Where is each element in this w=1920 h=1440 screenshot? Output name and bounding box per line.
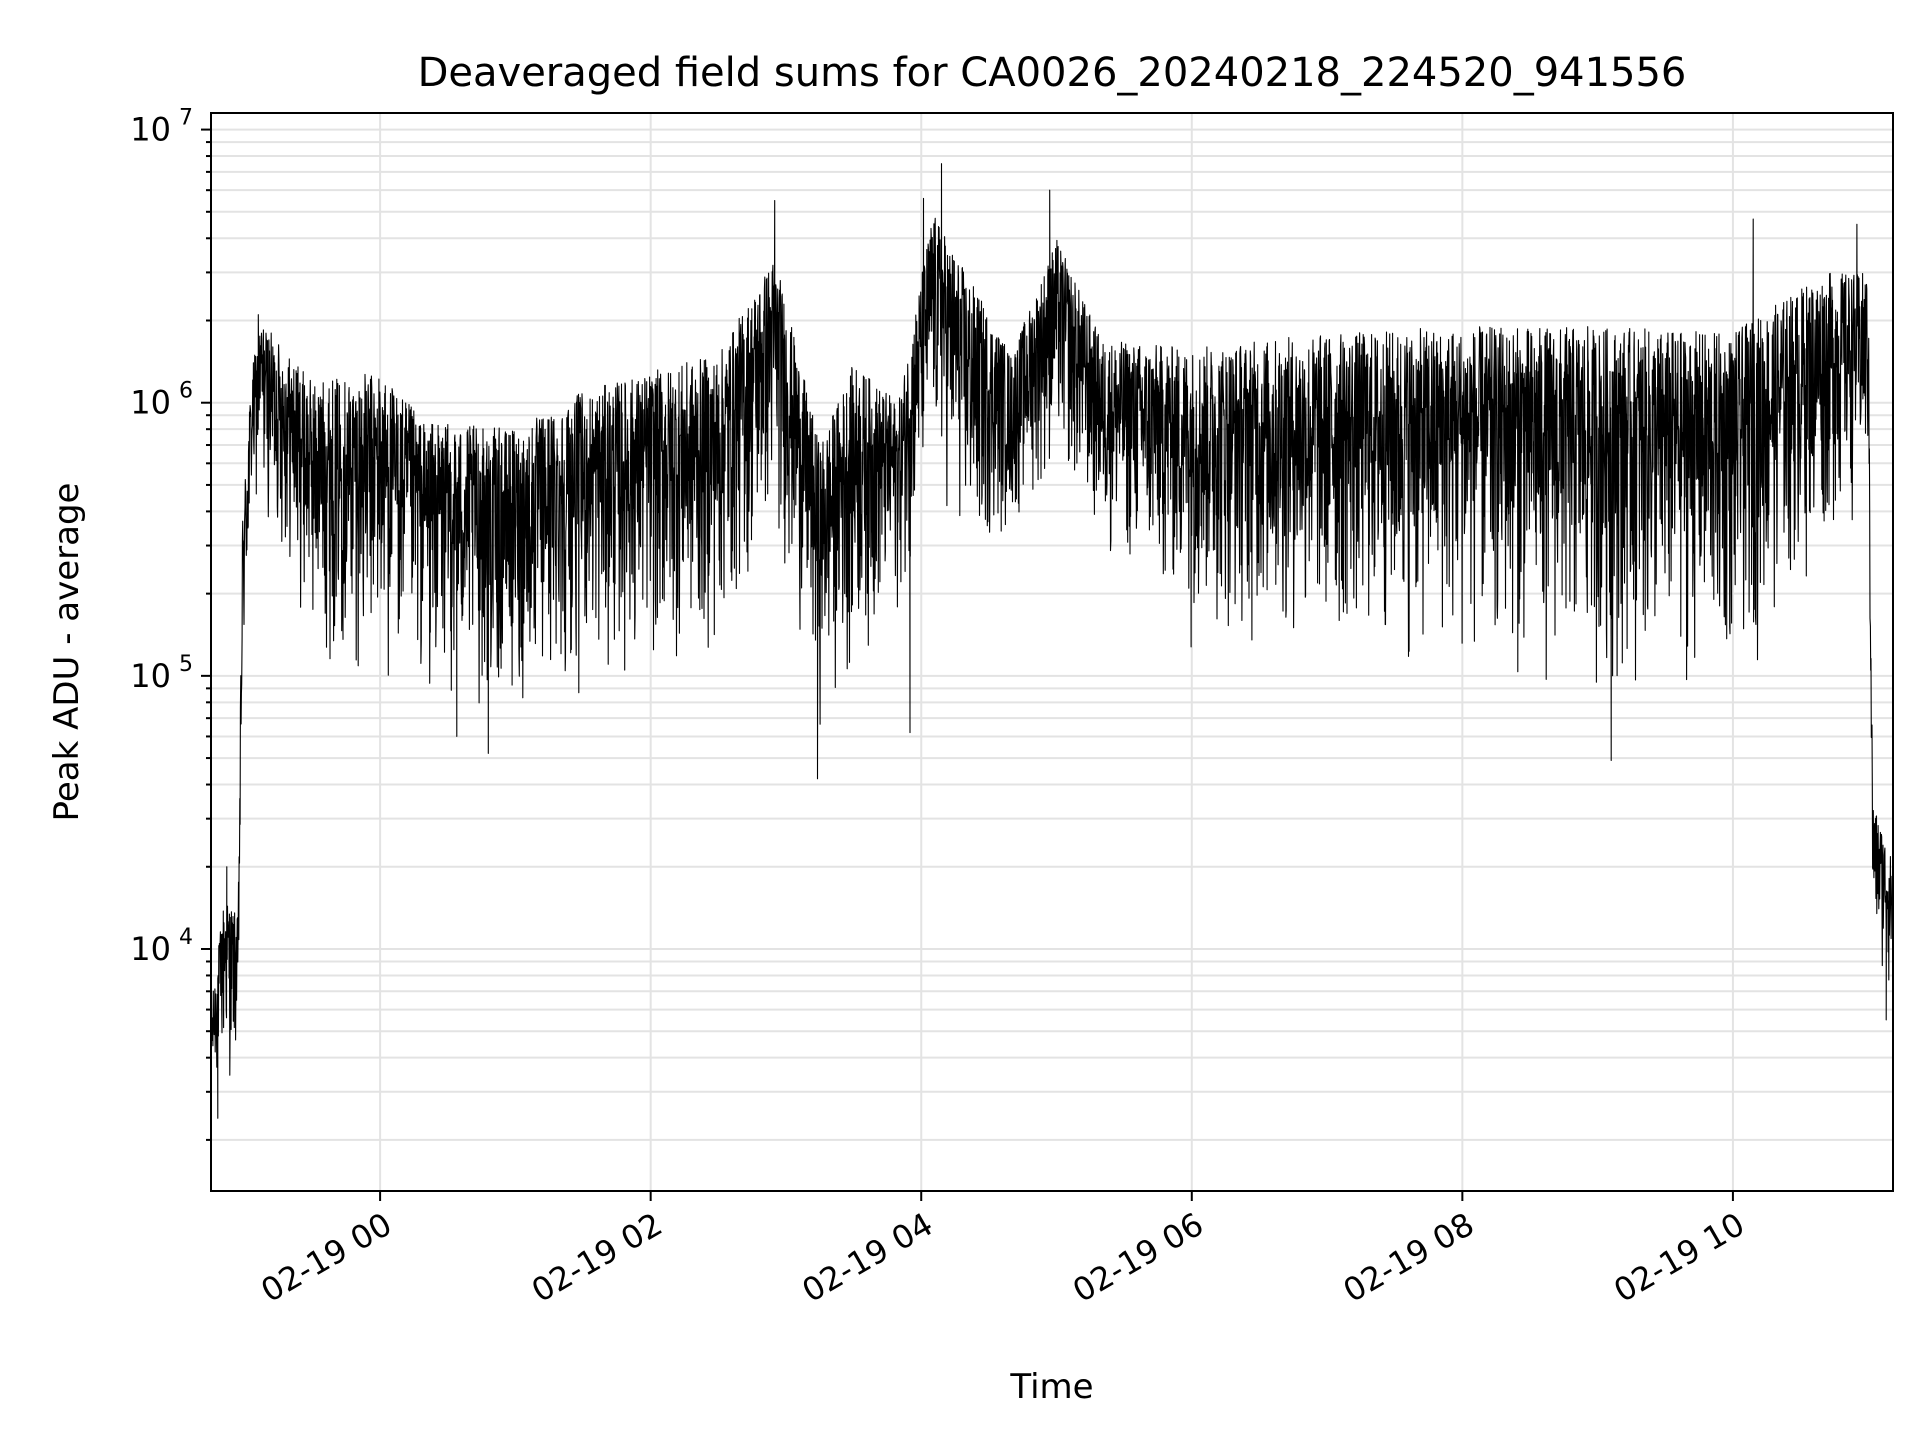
y-tick-base: 10	[130, 111, 171, 149]
y-tick-label: 10	[130, 384, 171, 422]
y-tick-label: 10	[130, 657, 171, 695]
y-axis: 10 4 10 5 10 6 10 7	[130, 106, 211, 1141]
series-line	[210, 163, 1894, 1119]
y-tick-label: 10	[130, 111, 171, 149]
y-tick-base: 10	[130, 657, 171, 695]
series-trace	[210, 163, 1894, 1119]
y-tick-exponent: 6	[179, 379, 193, 404]
plot-frame	[210, 112, 1894, 1192]
y-tick-exponent: 5	[179, 652, 193, 677]
x-axis-label: Time	[1009, 1367, 1093, 1407]
y-tick-exponent: 4	[179, 925, 193, 950]
chart-title: Deaveraged field sums for CA0026_2024021…	[418, 50, 1687, 96]
y-tick-base: 10	[130, 384, 171, 422]
y-tick-label: 10	[130, 930, 171, 968]
y-tick-exponent: 7	[179, 106, 193, 131]
y-tick-base: 10	[130, 930, 171, 968]
y-axis-label: Peak ADU - average	[47, 483, 87, 822]
